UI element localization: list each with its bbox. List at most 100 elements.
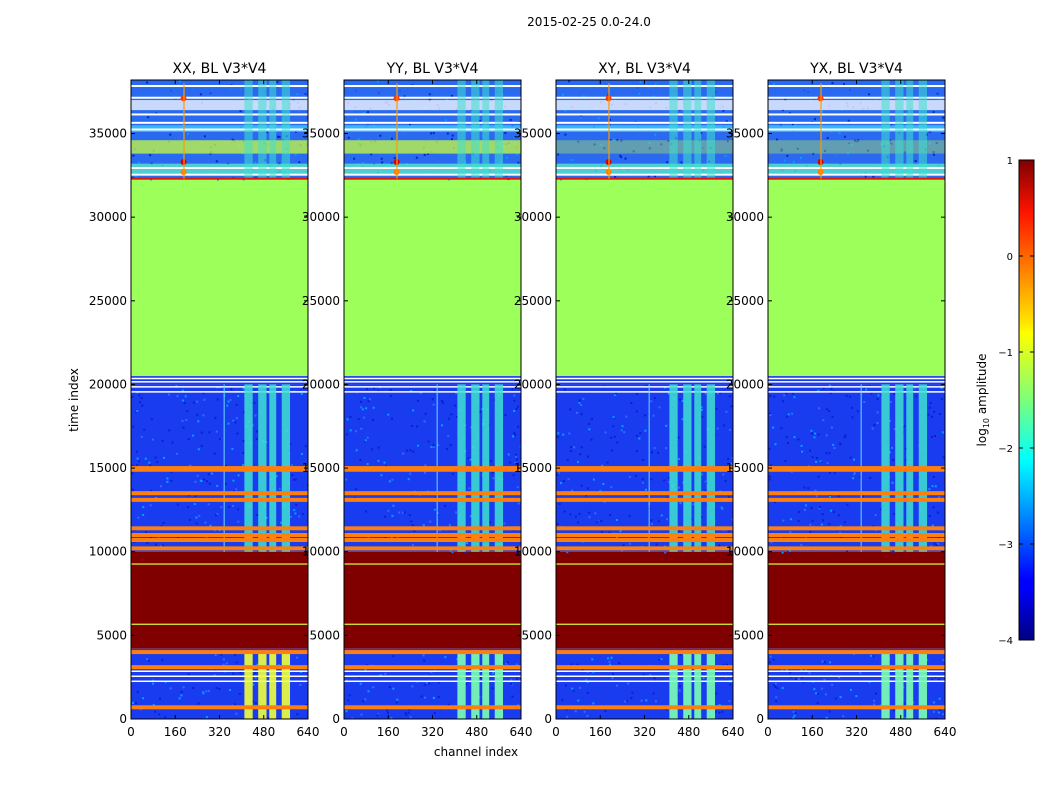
noise-pixel <box>702 676 705 679</box>
noise-pixel <box>265 131 268 134</box>
noise-pixel <box>187 494 190 497</box>
noise-pixel <box>205 716 208 719</box>
noise-pixel <box>681 399 684 402</box>
noise-pixel <box>811 432 814 435</box>
noise-pixel <box>588 516 591 519</box>
noise-pixel <box>833 472 836 475</box>
x-tick-label: 640 <box>934 725 957 739</box>
gap-line <box>556 166 733 169</box>
noise-pixel <box>817 475 820 478</box>
noise-pixel <box>716 392 719 395</box>
noise-pixel <box>825 452 828 455</box>
noise-pixel <box>801 450 804 453</box>
noise-pixel <box>366 463 369 466</box>
noise-pixel <box>252 683 255 686</box>
late-band <box>344 140 521 154</box>
late-band <box>344 86 521 94</box>
rfi-line <box>556 538 733 543</box>
noise-pixel <box>388 685 391 688</box>
noise-pixel <box>876 411 879 414</box>
gap-line <box>344 670 521 672</box>
noise-pixel <box>416 425 419 428</box>
noise-pixel <box>164 130 167 133</box>
noise-pixel <box>614 392 617 395</box>
noise-pixel <box>705 481 708 484</box>
gap-line <box>344 377 521 380</box>
noise-pixel <box>441 400 444 403</box>
noise-pixel <box>423 420 426 423</box>
noise-pixel <box>451 138 454 141</box>
noise-pixel <box>864 175 867 178</box>
noise-pixel <box>791 392 794 395</box>
noise-pixel <box>635 449 638 452</box>
noise-pixel <box>942 658 945 661</box>
noise-pixel <box>619 530 622 533</box>
noise-pixel <box>232 479 235 482</box>
noise-pixel <box>254 677 257 680</box>
noise-pixel <box>849 395 852 398</box>
x-tick-label: 320 <box>421 725 444 739</box>
noise-pixel <box>357 138 360 141</box>
noise-pixel <box>692 503 695 506</box>
noise-pixel <box>704 489 707 492</box>
noise-pixel <box>186 410 189 413</box>
noise-pixel <box>231 138 234 141</box>
noise-pixel <box>255 438 258 441</box>
noise-pixel <box>591 115 594 118</box>
noise-pixel <box>813 436 816 439</box>
noise-pixel <box>417 110 420 113</box>
band-column <box>918 80 928 179</box>
noise-pixel <box>298 515 301 518</box>
y-tick-label: 30000 <box>514 210 552 224</box>
noise-pixel <box>420 695 423 698</box>
y-tick-label: 30000 <box>89 210 127 224</box>
noise-pixel <box>624 700 627 703</box>
region-gap-2 <box>556 376 733 385</box>
noise-pixel <box>613 138 616 141</box>
noise-pixel <box>197 702 200 705</box>
noise-pixel <box>772 658 775 661</box>
noise-pixel <box>256 430 259 433</box>
noise-pixel <box>648 142 651 145</box>
noise-pixel <box>140 435 143 438</box>
noise-pixel <box>577 521 580 524</box>
noise-pixel <box>492 672 495 675</box>
noise-pixel <box>424 683 427 686</box>
noise-pixel <box>773 395 776 398</box>
noise-pixel <box>813 118 816 121</box>
noise-pixel <box>608 660 611 663</box>
noise-pixel <box>380 474 383 477</box>
noise-pixel <box>207 689 210 692</box>
noise-pixel <box>132 154 135 157</box>
noise-pixel <box>618 662 621 665</box>
panel-yx: YX, BL V3*V4 0 160 320 480 640 0 5000 10000 15000… <box>726 61 957 739</box>
noise-pixel <box>600 519 603 522</box>
noise-pixel <box>803 508 806 511</box>
noise-pixel <box>635 410 638 413</box>
noise-pixel <box>657 520 660 523</box>
noise-pixel <box>193 503 196 506</box>
noise-pixel <box>194 495 197 498</box>
noise-pixel <box>415 156 418 159</box>
noise-pixel <box>773 684 776 687</box>
noise-pixel <box>889 139 892 142</box>
rfi-line <box>344 705 521 710</box>
noise-pixel <box>256 663 259 666</box>
noise-pixel <box>563 510 566 513</box>
y-axis-label: time index <box>67 368 81 432</box>
y-tick-label: 10000 <box>514 545 552 559</box>
noise-pixel <box>492 477 495 480</box>
noise-pixel <box>932 111 935 114</box>
noise-pixel <box>276 81 279 84</box>
noise-pixel <box>156 460 159 463</box>
noise-pixel <box>799 156 802 159</box>
gap-line <box>768 85 945 88</box>
noise-pixel <box>186 506 189 509</box>
noise-pixel <box>224 482 227 485</box>
noise-pixel <box>211 92 214 95</box>
noise-pixel <box>504 131 507 134</box>
noise-pixel <box>596 521 599 524</box>
noise-pixel <box>192 434 195 437</box>
noise-pixel <box>373 387 376 390</box>
noise-pixel <box>828 452 831 455</box>
